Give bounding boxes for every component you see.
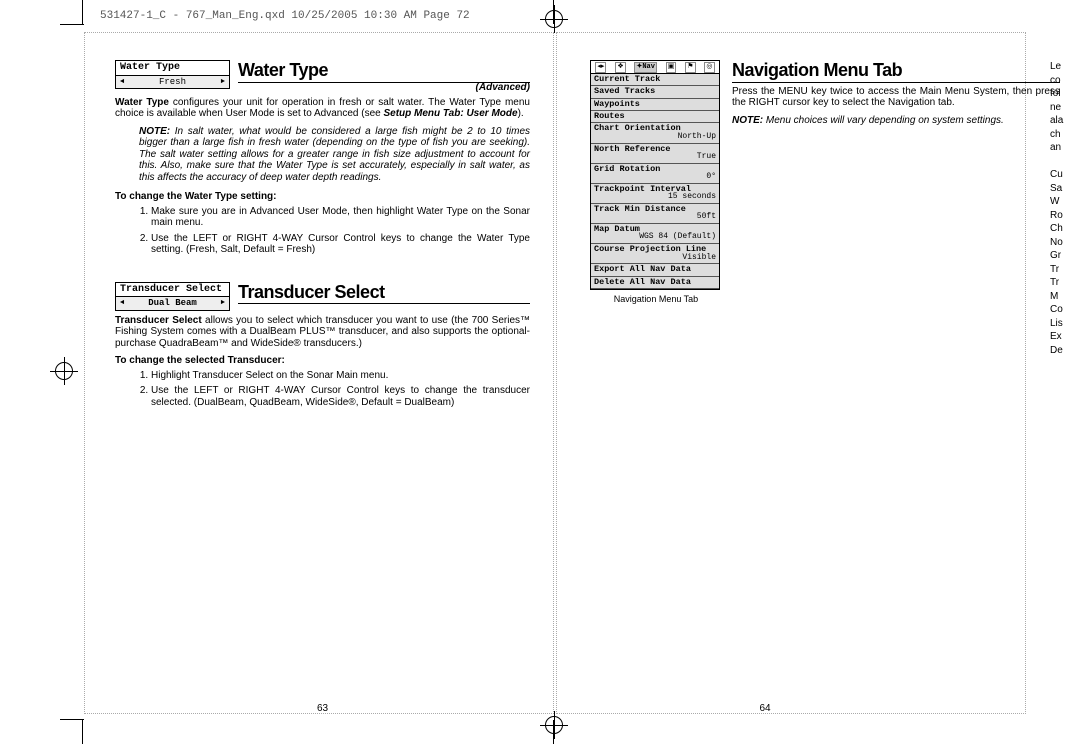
tab-icon: ⚑ — [685, 62, 695, 73]
note-text: NOTE: Menu choices will vary depending o… — [732, 115, 1060, 127]
transducer-widget: Transducer Select Dual Beam — [115, 282, 230, 311]
body-text: Water Type configures your unit for oper… — [115, 97, 530, 120]
crop-mark — [60, 24, 84, 25]
nav-menu-item-value: WGS 84 (Default) — [594, 233, 716, 242]
registration-target — [545, 10, 563, 28]
nav-menu-item-value: True — [594, 153, 716, 162]
nav-menu-item: Waypoints — [591, 99, 719, 111]
crop-mark — [82, 0, 83, 24]
section-rule — [732, 82, 1060, 83]
steps-list: Make sure you are in Advanced User Mode,… — [151, 206, 530, 256]
nav-menu-item-value: North-Up — [594, 133, 716, 142]
water-type-widget: Water Type Fresh — [115, 60, 230, 89]
nav-menu-item-value: Visible — [594, 254, 716, 263]
step-item: Use the LEFT or RIGHT 4-WAY Cursor Contr… — [151, 385, 530, 408]
note-span: In salt water, what would be considered … — [139, 126, 530, 183]
nav-menu-item: North ReferenceTrue — [591, 144, 719, 164]
nav-menu-tabs: ◂▸ ❖ ✦Nav ▣ ⚑ ◎ — [591, 61, 719, 74]
crop-mark — [82, 720, 83, 744]
note-text: NOTE: In salt water, what would be consi… — [139, 126, 530, 184]
step-item: Make sure you are in Advanced User Mode,… — [151, 206, 530, 229]
tab-icon: ▣ — [666, 62, 677, 73]
nav-menu-item-value: 50ft — [594, 213, 716, 222]
section-title: Navigation Menu Tab — [732, 60, 1060, 81]
page-number: 63 — [115, 703, 530, 715]
nav-menu-item: Saved Tracks — [591, 86, 719, 98]
nav-menu-item: Course Projection LineVisible — [591, 244, 719, 264]
nav-menu-caption: Navigation Menu Tab — [590, 294, 722, 304]
note-span: Menu choices will vary depending on syst… — [766, 115, 1004, 126]
registration-target — [545, 716, 563, 734]
body-text: Transducer Select allows you to select w… — [115, 315, 530, 350]
nav-menu-item-value: 15 seconds — [594, 193, 716, 202]
widget-title: Water Type — [116, 61, 229, 76]
nav-menu-graphic: ◂▸ ❖ ✦Nav ▣ ⚑ ◎ Current TrackSaved Track… — [590, 60, 720, 290]
subhead: To change the Water Type setting: — [115, 191, 530, 203]
tab-icon: ◎ — [704, 62, 714, 73]
widget-value: Dual Beam — [116, 297, 229, 309]
widget-value: Fresh — [116, 76, 229, 88]
step-item: Highlight Transducer Select on the Sonar… — [151, 370, 530, 382]
steps-list: Highlight Transducer Select on the Sonar… — [151, 370, 530, 409]
overflow-text-fragment: Le co fol ne ala ch an Cu Sa W Ro Ch No … — [1050, 60, 1080, 357]
nav-menu-item: Export All Nav Data — [591, 264, 719, 276]
crop-mark — [60, 719, 84, 720]
transducer-header: Transducer Select Dual Beam Transducer S… — [115, 282, 530, 311]
step-item: Use the LEFT or RIGHT 4-WAY Cursor Contr… — [151, 233, 530, 256]
tab-icon-active: ✦Nav — [634, 62, 656, 73]
section-title: Water Type — [238, 60, 530, 81]
widget-title: Transducer Select — [116, 283, 229, 298]
section-subtitle: (Advanced) — [238, 82, 530, 93]
nav-menu-item: Delete All Nav Data — [591, 277, 719, 289]
right-page: ◂▸ ❖ ✦Nav ▣ ⚑ ◎ Current TrackSaved Track… — [590, 60, 1060, 714]
nav-menu-item: Routes — [591, 111, 719, 123]
content-area: Water Type Fresh Water Type (Advanced) W… — [115, 60, 1060, 714]
left-page: Water Type Fresh Water Type (Advanced) W… — [115, 60, 530, 714]
subhead: To change the selected Transducer: — [115, 355, 530, 367]
body-span: configures your unit for operation in fr… — [115, 97, 530, 120]
nav-menu-item: Chart OrientationNorth-Up — [591, 123, 719, 143]
nav-menu-item-value: 0° — [594, 173, 716, 182]
page-number: 64 — [530, 703, 1000, 715]
nav-menu-item: Track Min Distance50ft — [591, 204, 719, 224]
water-type-header: Water Type Fresh Water Type (Advanced) — [115, 60, 530, 93]
body-text: Press the MENU key twice to access the M… — [732, 86, 1060, 109]
nav-menu-item: Trackpoint Interval15 seconds — [591, 184, 719, 204]
nav-menu-item: Map DatumWGS 84 (Default) — [591, 224, 719, 244]
tab-icon: ◂▸ — [595, 62, 606, 73]
nav-section: ◂▸ ❖ ✦Nav ▣ ⚑ ◎ Current TrackSaved Track… — [590, 60, 1060, 304]
section-rule — [238, 303, 530, 304]
tab-icon: ❖ — [615, 62, 625, 73]
section-title: Transducer Select — [238, 282, 530, 303]
print-header: 531427-1_C - 767_Man_Eng.qxd 10/25/2005 … — [100, 10, 470, 22]
nav-menu-item: Current Track — [591, 74, 719, 86]
registration-target — [55, 362, 73, 380]
nav-menu-item: Grid Rotation0° — [591, 164, 719, 184]
